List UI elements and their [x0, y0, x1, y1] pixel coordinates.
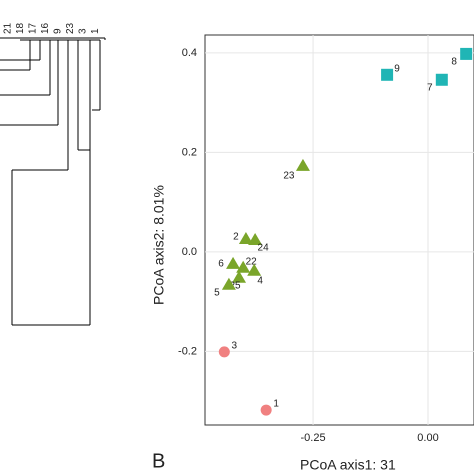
plot-area — [204, 34, 474, 426]
point-label: 23 — [283, 170, 295, 181]
y-tick-label: 0.4 — [182, 47, 197, 59]
dendrogram-label: 17 — [28, 22, 39, 34]
y-axis-title: PCoA axis2: 8.01% — [151, 185, 167, 305]
point-label: 3 — [232, 341, 238, 352]
dendrogram — [0, 37, 106, 326]
y-tick-label: 0.2 — [182, 146, 197, 158]
point-label: 1 — [273, 399, 279, 410]
point — [226, 256, 241, 269]
point — [248, 232, 263, 245]
dendrogram-label: 3 — [78, 28, 89, 34]
point — [260, 404, 272, 416]
point-label: 8 — [451, 57, 457, 68]
point — [238, 231, 253, 244]
y-tick-label: 0.0 — [182, 246, 197, 258]
point-label: 6 — [218, 258, 224, 269]
x-tick-label: 0.00 — [417, 432, 438, 444]
dendrogram-label: 21 — [3, 22, 14, 34]
point — [435, 73, 448, 86]
point-label: 25 — [229, 280, 241, 291]
point-label: 5 — [214, 287, 220, 298]
point — [295, 158, 310, 171]
dendrogram-label: 23 — [65, 22, 76, 34]
x-axis-title: PCoA axis1: 31 — [300, 457, 396, 473]
dendrogram-label: 1 — [90, 28, 101, 34]
point — [247, 263, 262, 276]
point-label: 7 — [427, 82, 433, 93]
dendrogram-label: 9 — [53, 28, 64, 34]
point — [236, 260, 251, 273]
y-tick-label: -0.2 — [178, 345, 197, 357]
x-tick-label: -0.25 — [301, 432, 326, 444]
point — [460, 47, 473, 60]
panel-label: B — [152, 450, 165, 472]
point — [218, 346, 230, 358]
point-label: 22 — [246, 256, 258, 267]
dendrogram-label: 16 — [40, 22, 51, 34]
point-label: 9 — [394, 63, 400, 74]
point — [381, 68, 394, 81]
point-label: 4 — [257, 275, 263, 286]
point-label: 2 — [233, 232, 239, 243]
point — [232, 270, 247, 283]
point — [221, 277, 236, 290]
dendrogram-branch — [0, 37, 106, 326]
point-label: 24 — [258, 243, 270, 254]
dendrogram-label: 18 — [15, 22, 26, 34]
